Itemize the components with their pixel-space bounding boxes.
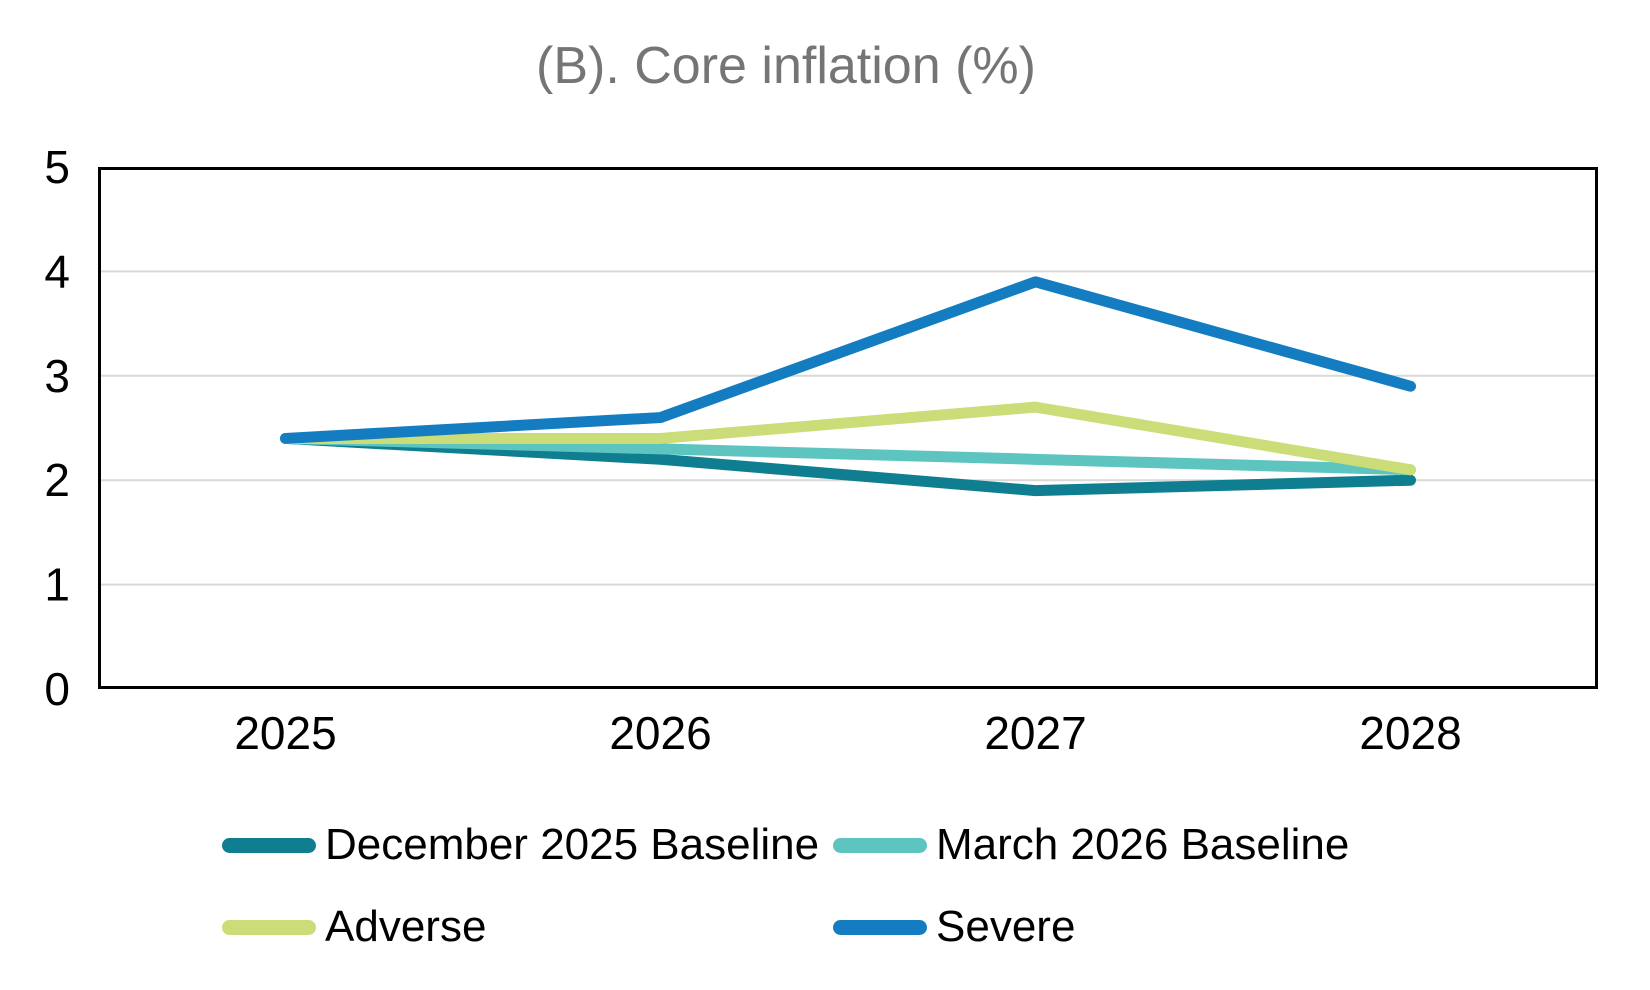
legend-label-adverse: Adverse [325,902,487,951]
series-line-adverse [280,401,1416,476]
svg-text:2027: 2027 [984,707,1086,759]
svg-text:4: 4 [44,245,70,297]
chart-title: (B). Core inflation (%) [536,37,1036,95]
svg-text:2: 2 [44,454,70,506]
legend-swatch-december-2025-baseline [222,837,316,853]
svg-text:5: 5 [44,141,70,193]
legend-label-december-2025-baseline: December 2025 Baseline [325,820,820,869]
legend-item-march-2026-baseline: March 2026 Baseline [833,823,1349,867]
svg-text:0: 0 [44,663,70,715]
legend-swatch-adverse [222,919,316,935]
legend-item-severe: Severe [833,905,1075,949]
svg-text:2028: 2028 [1359,707,1461,759]
y-axis-tick-labels: 0 1 2 3 4 5 [44,141,70,715]
legend-swatch-severe [833,919,927,935]
legend-label-severe: Severe [936,902,1076,951]
legend-item-december-2025-baseline: December 2025 Baseline [222,823,819,867]
svg-text:2026: 2026 [609,707,711,759]
legend-swatch-march-2026-baseline [833,837,927,853]
legend-label-march-2026-baseline: March 2026 Baseline [936,820,1350,869]
x-axis-tick-labels: 2025 2026 2027 2028 [234,707,1461,759]
legend-item-adverse: Adverse [222,905,486,949]
series-line-severe [280,276,1416,444]
svg-text:2025: 2025 [234,707,336,759]
svg-text:1: 1 [44,559,70,611]
svg-text:3: 3 [44,350,70,402]
plot-border [98,167,1598,689]
